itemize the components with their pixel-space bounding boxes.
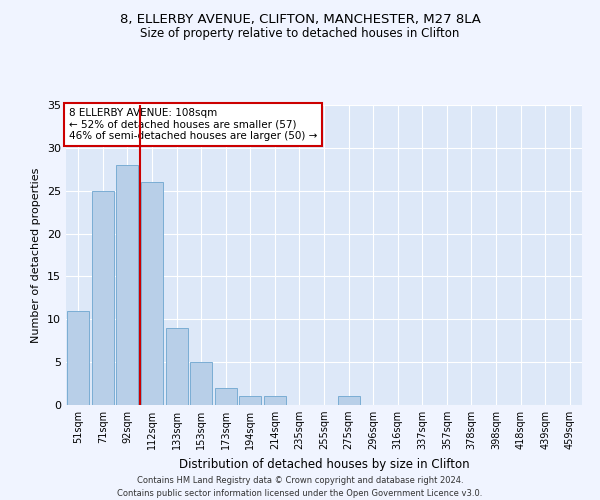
Bar [141, 182, 163, 405]
Bar [67, 310, 89, 405]
Bar [239, 396, 262, 405]
Bar [92, 190, 114, 405]
Bar [190, 362, 212, 405]
Bar [264, 396, 286, 405]
Text: 8, ELLERBY AVENUE, CLIFTON, MANCHESTER, M27 8LA: 8, ELLERBY AVENUE, CLIFTON, MANCHESTER, … [119, 12, 481, 26]
Bar [338, 396, 359, 405]
X-axis label: Distribution of detached houses by size in Clifton: Distribution of detached houses by size … [179, 458, 469, 470]
Y-axis label: Number of detached properties: Number of detached properties [31, 168, 41, 342]
Text: 8 ELLERBY AVENUE: 108sqm
← 52% of detached houses are smaller (57)
46% of semi-d: 8 ELLERBY AVENUE: 108sqm ← 52% of detach… [68, 108, 317, 141]
Text: Size of property relative to detached houses in Clifton: Size of property relative to detached ho… [140, 28, 460, 40]
Bar [215, 388, 237, 405]
Bar [116, 165, 139, 405]
Bar [166, 328, 188, 405]
Text: Contains HM Land Registry data © Crown copyright and database right 2024.
Contai: Contains HM Land Registry data © Crown c… [118, 476, 482, 498]
